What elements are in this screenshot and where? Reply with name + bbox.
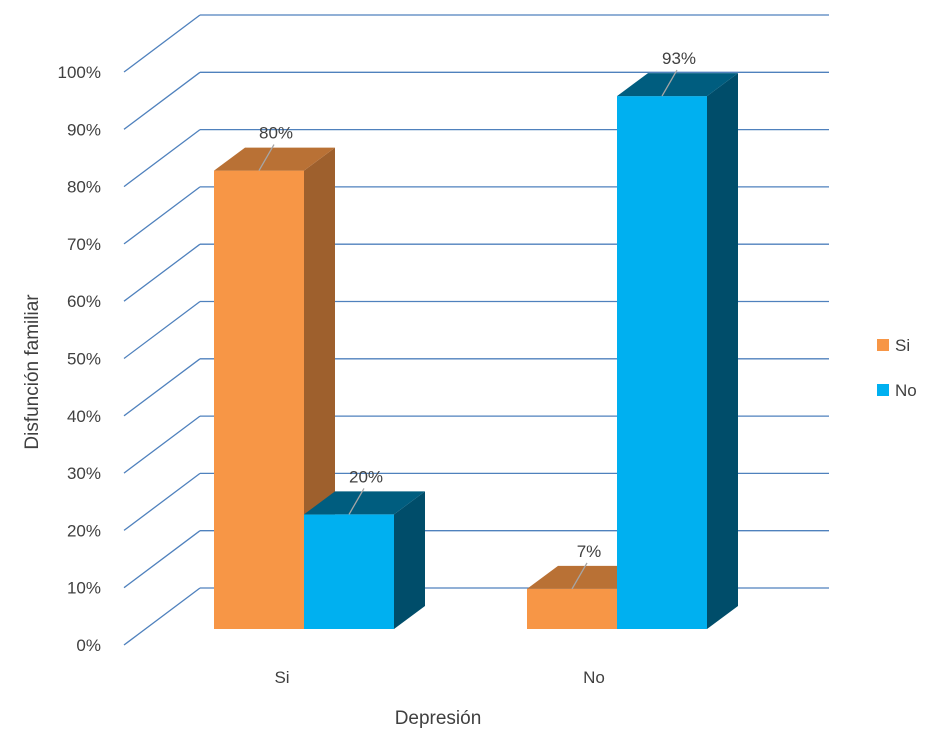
bars bbox=[214, 73, 738, 630]
gridline-diagonal bbox=[123, 472, 201, 531]
data-label: 20% bbox=[349, 467, 383, 486]
bar-side bbox=[707, 73, 738, 630]
y-tick-label: 100% bbox=[58, 63, 101, 82]
gridline-diagonal bbox=[123, 358, 201, 417]
bar bbox=[214, 170, 304, 629]
y-tick-label: 90% bbox=[67, 120, 101, 139]
gridline-diagonal bbox=[123, 415, 201, 474]
y-axis-title: Disfunción familiar bbox=[22, 294, 43, 450]
gridline-diagonal bbox=[123, 129, 201, 188]
bar-top bbox=[617, 73, 738, 97]
gridline-diagonal bbox=[123, 530, 201, 589]
y-tick-label: 10% bbox=[67, 579, 101, 598]
gridline-diagonal bbox=[123, 14, 201, 73]
legend-label: No bbox=[895, 381, 917, 400]
gridline-diagonal bbox=[123, 300, 201, 360]
y-tick-label: 80% bbox=[67, 178, 101, 197]
x-axis-title: Depresión bbox=[395, 708, 482, 729]
gridline-diagonal bbox=[123, 186, 201, 245]
data-label: 93% bbox=[662, 49, 696, 68]
legend-swatch bbox=[877, 384, 889, 396]
bar bbox=[304, 514, 394, 629]
gridline-diagonal bbox=[123, 587, 201, 646]
leader-line bbox=[661, 69, 678, 97]
data-label: 7% bbox=[577, 542, 602, 561]
legend-label: Si bbox=[895, 336, 910, 355]
legend-swatch bbox=[877, 339, 889, 351]
y-tick-label: 50% bbox=[67, 350, 101, 369]
gridline-diagonal bbox=[123, 243, 201, 302]
y-tick-label: 70% bbox=[67, 235, 101, 254]
data-label: 80% bbox=[259, 124, 293, 143]
x-axis-ticks: Si No bbox=[274, 668, 604, 687]
y-tick-label: 40% bbox=[67, 407, 101, 426]
y-tick-label: 0% bbox=[76, 636, 101, 655]
leader-line bbox=[258, 144, 275, 171]
leader-line bbox=[571, 562, 588, 590]
bar-top bbox=[304, 491, 425, 515]
leader-line bbox=[348, 488, 365, 515]
bar bbox=[527, 588, 617, 629]
y-axis-ticks: 0% 10% 20% 30% 40% 50% 60% 70% 80% 90% 100% bbox=[58, 63, 101, 655]
bar bbox=[617, 96, 707, 630]
legend: Si No bbox=[877, 336, 917, 400]
data-labels: 80% 20% 7% 93% bbox=[258, 49, 696, 590]
y-tick-label: 20% bbox=[67, 521, 101, 540]
bar-top bbox=[214, 147, 335, 171]
y-tick-label: 30% bbox=[67, 464, 101, 483]
x-tick-label: No bbox=[583, 668, 605, 687]
y-tick-label: 60% bbox=[67, 292, 101, 311]
gridline-diagonal bbox=[123, 71, 201, 130]
bar-side bbox=[394, 491, 425, 629]
x-tick-label: Si bbox=[274, 668, 289, 687]
